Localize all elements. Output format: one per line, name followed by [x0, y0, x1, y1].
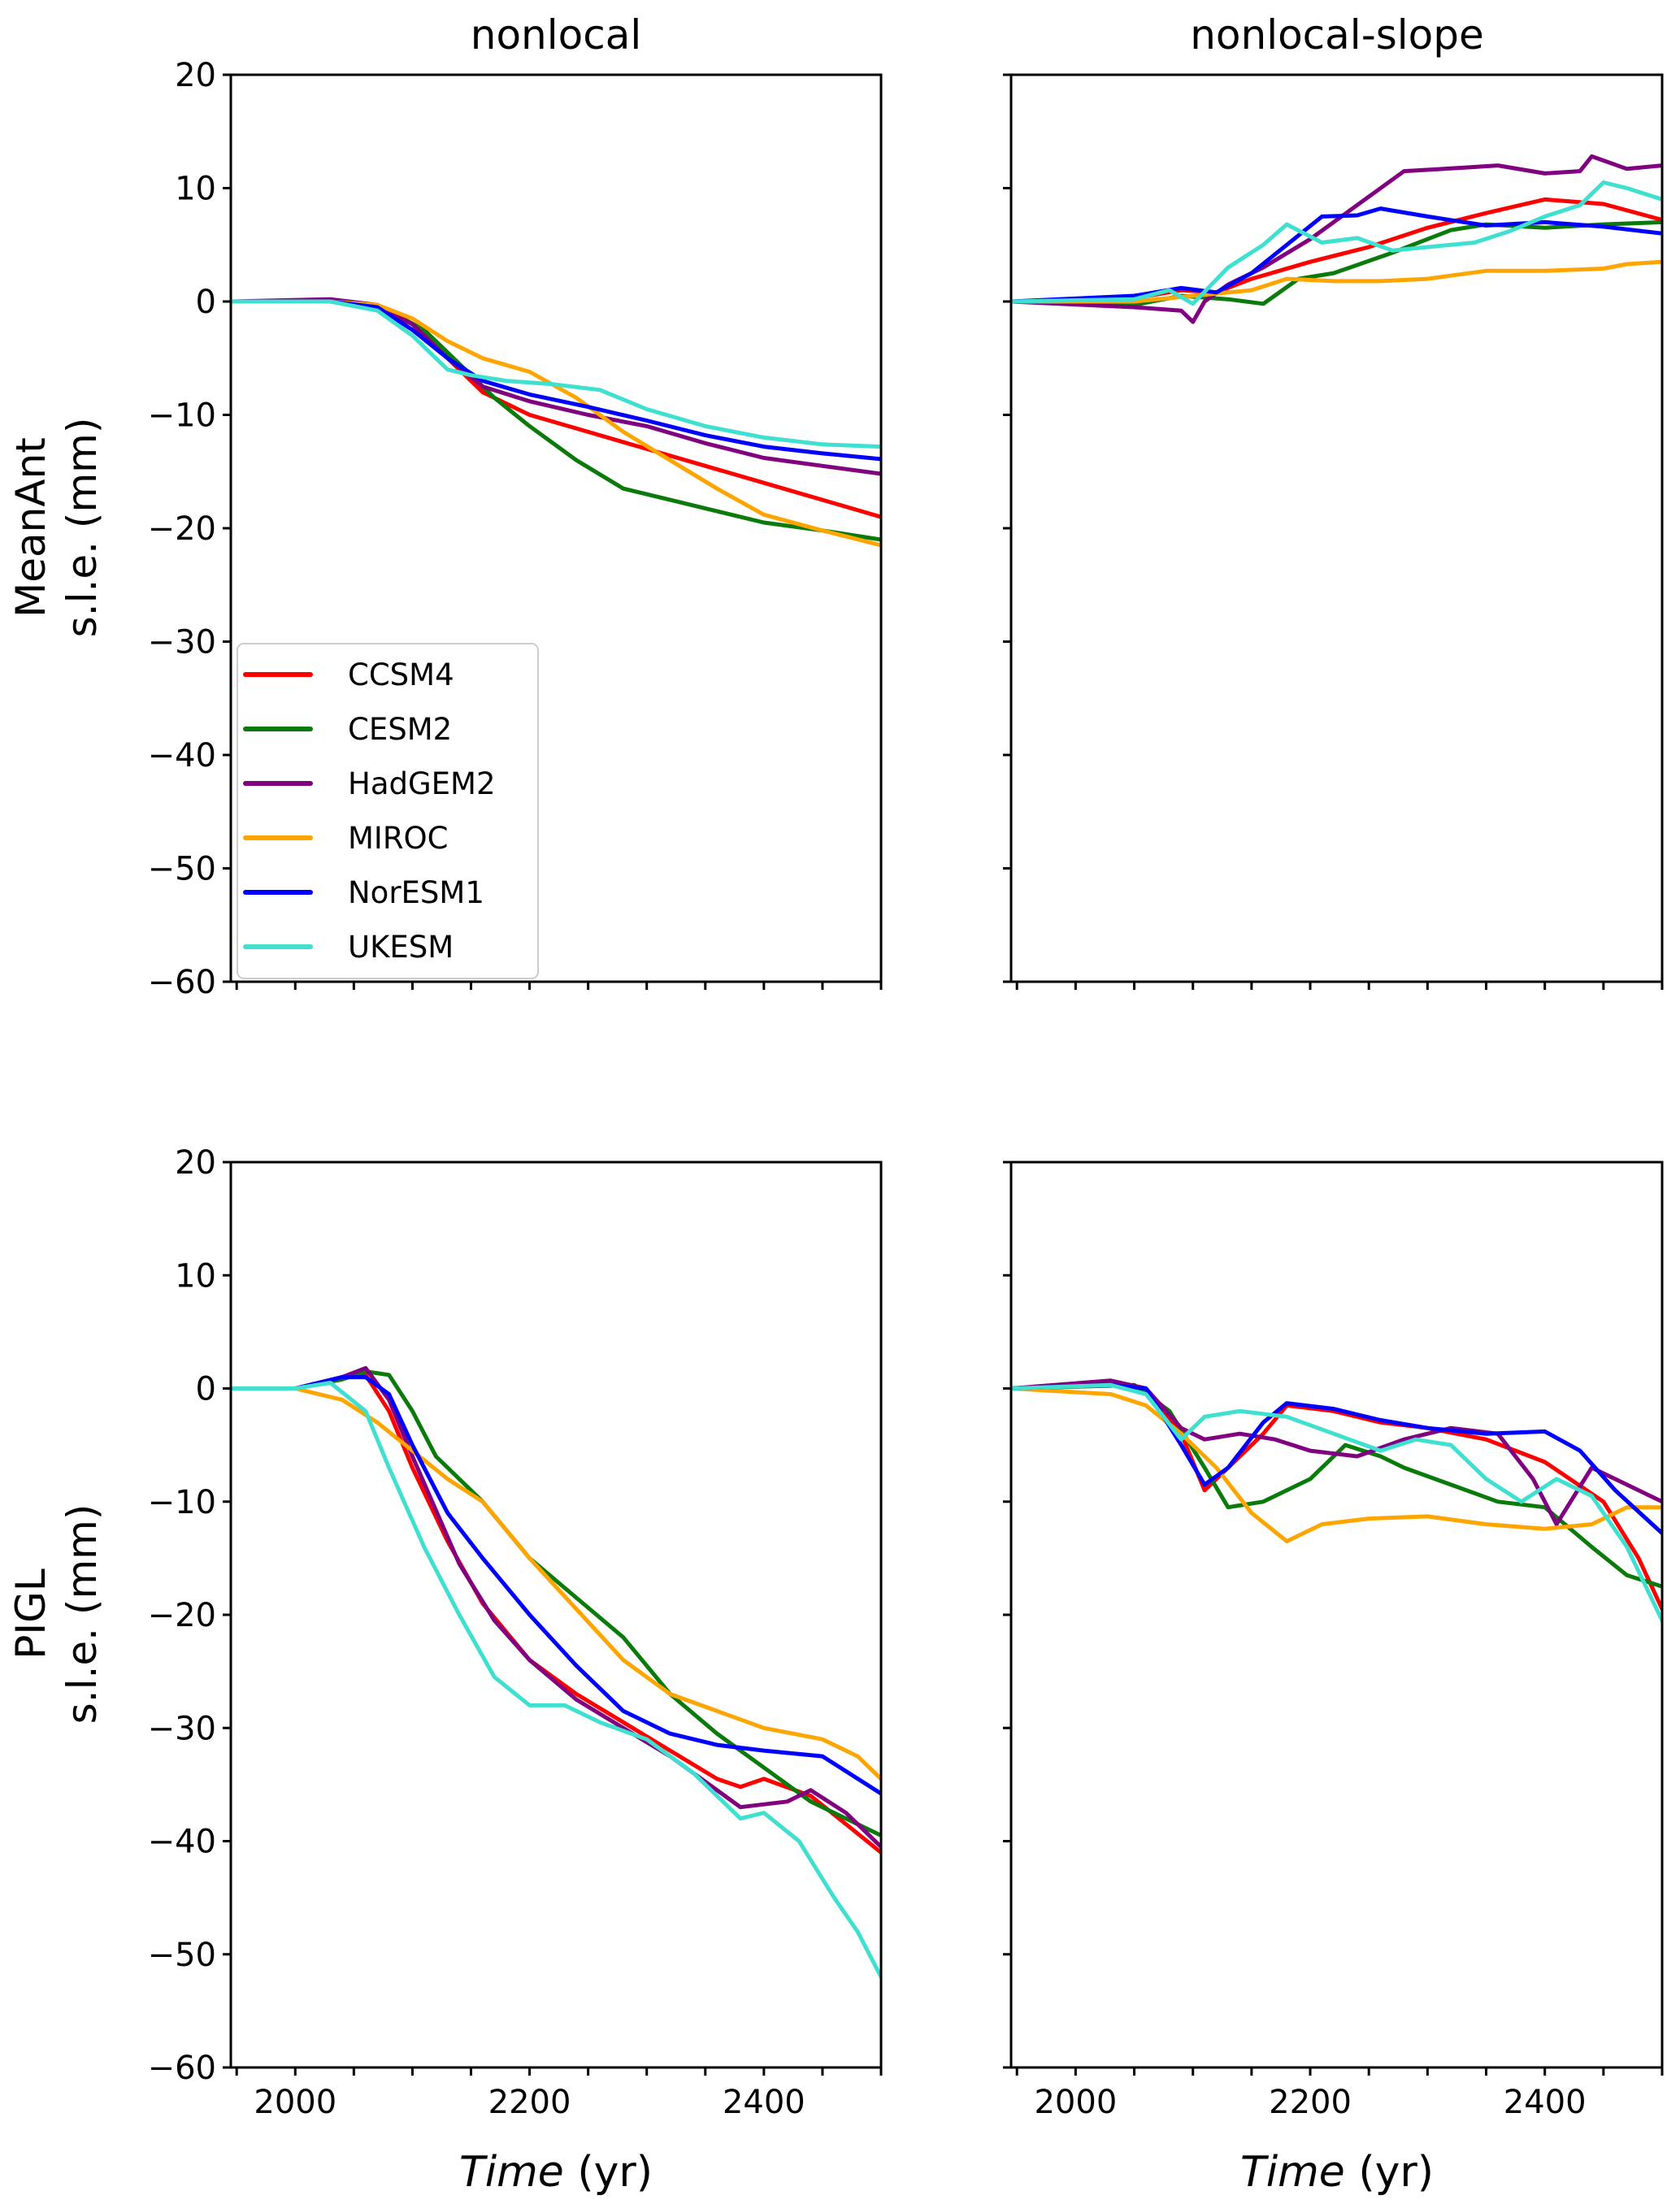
y-tick-label: −30: [148, 624, 216, 662]
x-tick-label: 2200: [488, 2084, 571, 2121]
y-tick-label: −40: [148, 1824, 216, 1861]
series-line-miroc: [1011, 259, 1662, 304]
x-tick-label: 2400: [723, 2084, 805, 2121]
x-axis-title-italic: Time: [459, 2148, 564, 2197]
legend-label-cesm2: CESM2: [348, 712, 452, 747]
y-tick-label: −40: [148, 737, 216, 774]
row-label-meanant-line1: MeanAnt: [7, 437, 54, 618]
x-axis-title-unit: (yr): [1345, 2148, 1434, 2197]
column-title-nonlocal: nonlocal: [471, 11, 641, 59]
y-tick-label: −50: [148, 851, 216, 888]
legend: CCSM4 CESM2 HadGEM2 MIROC NorESM1 UKESM: [237, 643, 539, 979]
series-lines: [1011, 1378, 1662, 1623]
y-tick-label: 20: [175, 1144, 216, 1182]
panel-meanant-nonlocal-slope: [1003, 73, 1664, 990]
y-tick-label: −60: [148, 2050, 216, 2087]
legend-label-ukesm: UKESM: [348, 930, 454, 965]
y-tick-label: 0: [196, 284, 216, 321]
legend-label-miroc: MIROC: [348, 821, 449, 856]
series-lines: [1011, 154, 1662, 324]
x-axis-title-right: Time (yr): [1240, 2148, 1434, 2197]
series-line-hadgem2: [1011, 154, 1662, 324]
series-line-ukesm: [1011, 1382, 1662, 1623]
series-line-noresm1: [231, 1375, 881, 1796]
y-tick-label: −30: [148, 1710, 216, 1747]
panel-pigl-nonlocal: 20 10 0 −10 −20 −30 −40 −50 −60 2000 2200 2400: [148, 1144, 883, 2121]
x-axis-title-left: Time (yr): [459, 2148, 653, 2197]
y-tick-label: −50: [148, 1937, 216, 1974]
y-tick-label: 10: [175, 171, 216, 208]
legend-label-ccsm4: CCSM4: [348, 657, 454, 692]
series-lines: [231, 1365, 881, 1980]
x-axis-title-italic: Time: [1240, 2148, 1345, 2197]
series-line-hadgem2: [1011, 1378, 1662, 1527]
column-title-nonlocal-slope: nonlocal-slope: [1190, 11, 1484, 59]
x-tick-label: 2000: [1034, 2084, 1117, 2121]
series-lines: [231, 297, 881, 548]
x-tick-label: 2400: [1504, 2084, 1587, 2121]
legend-label-hadgem2: HadGEM2: [348, 766, 496, 801]
series-line-hadgem2: [231, 1365, 881, 1849]
series-line-ukesm: [1011, 180, 1662, 306]
series-line-ukesm: [231, 1381, 881, 1980]
panel-pigl-nonlocal-slope: 2000 2200 2400: [1003, 1161, 1664, 2121]
series-line-ukesm: [231, 299, 881, 449]
y-tick-label: −10: [148, 1484, 216, 1521]
y-tick-label: −20: [148, 1597, 216, 1634]
legend-box: [237, 643, 539, 979]
series-line-miroc: [231, 1386, 881, 1781]
legend-label-noresm1: NorESM1: [348, 875, 484, 910]
y-tick-label: −60: [148, 964, 216, 1001]
y-tick-label: −10: [148, 397, 216, 435]
y-tick-label: 0: [196, 1371, 216, 1408]
row-label-pigl-line2: s.l.e. (mm): [59, 1504, 106, 1725]
x-axis-title-unit: (yr): [564, 2148, 653, 2197]
x-tick-label: 2200: [1269, 2084, 1352, 2121]
series-line-miroc: [1011, 1386, 1662, 1543]
series-line-noresm1: [231, 299, 881, 462]
x-tick-label: 2000: [254, 2084, 336, 2121]
row-label-pigl-line1: PIGL: [7, 1568, 54, 1660]
chart-panels: 20 10 0 −10 −20 −30 −40 −50 −60 20 10 0 −10 −20 −30 −40…: [148, 57, 1664, 2121]
y-tick-label: 10: [175, 1257, 216, 1295]
panel-meanant-nonlocal: 20 10 0 −10 −20 −30 −40 −50 −60: [148, 57, 883, 1001]
y-tick-label: −20: [148, 510, 216, 548]
y-tick-label: 20: [175, 57, 216, 94]
row-label-meanant-line2: s.l.e. (mm): [59, 418, 106, 638]
